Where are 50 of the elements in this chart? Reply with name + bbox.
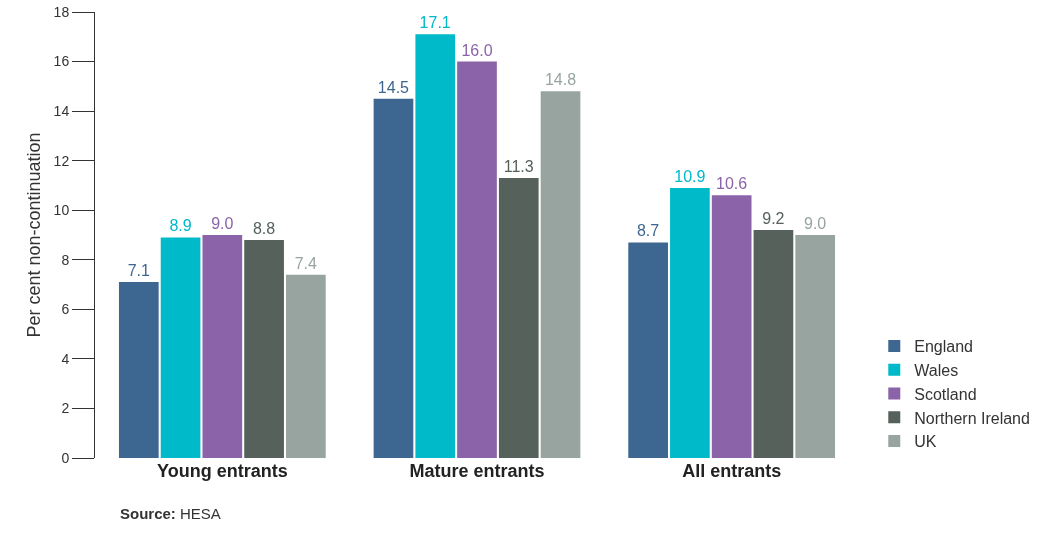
data-label: 16.0	[461, 41, 493, 59]
y-tick-label: 6	[61, 301, 70, 318]
data-label: 8.9	[169, 217, 192, 235]
legend-label: Scotland	[914, 385, 977, 403]
y-tick-label: 2	[61, 400, 70, 417]
bar	[628, 242, 668, 458]
bar	[498, 178, 539, 458]
x-tick-label: Mature entrants	[409, 461, 545, 481]
bar	[670, 187, 710, 458]
legend-label: Wales	[914, 361, 959, 379]
bar	[540, 91, 581, 458]
y-tick-label: 0	[61, 449, 70, 466]
bar	[373, 98, 414, 458]
y-tick-label: 16	[53, 53, 70, 70]
legend-label: UK	[914, 433, 937, 451]
data-label: 7.4	[294, 254, 318, 272]
bar	[415, 34, 456, 458]
data-label: 10.9	[674, 167, 706, 185]
bar	[202, 235, 243, 458]
bar	[286, 274, 326, 458]
bar	[118, 282, 159, 458]
data-label: 10.6	[716, 175, 748, 193]
y-tick-label: 10	[53, 202, 70, 219]
y-axis-title: Per cent non-continuation	[23, 132, 44, 338]
y-tick-label: 4	[61, 350, 70, 367]
y-tick-label: 12	[53, 152, 70, 169]
data-label: 9.0	[211, 215, 234, 232]
y-tick-label: 14	[53, 103, 70, 120]
data-label: 8.8	[252, 219, 276, 237]
data-label: 14.5	[377, 78, 410, 96]
y-tick-label: 8	[61, 251, 70, 268]
data-label: 9.0	[804, 215, 827, 232]
bar	[160, 237, 201, 458]
bar	[457, 61, 497, 458]
bar	[795, 235, 836, 458]
data-label: 8.7	[636, 222, 660, 240]
source-note: Source: HESA	[120, 505, 221, 522]
bar	[753, 230, 794, 458]
bar	[711, 195, 752, 458]
data-label: 11.3	[503, 158, 534, 176]
x-tick-label: All entrants	[682, 461, 782, 481]
y-tick-label: 18	[53, 3, 70, 20]
data-label: 9.2	[762, 210, 785, 228]
data-label: 17.1	[419, 14, 451, 32]
data-label: 7.1	[127, 262, 150, 280]
data-label: 14.8	[544, 71, 577, 89]
legend-label: Northern Ireland	[914, 409, 1030, 427]
bar	[244, 239, 284, 458]
x-tick-label: Young entrants	[156, 461, 288, 481]
legend-label: England	[914, 338, 973, 356]
